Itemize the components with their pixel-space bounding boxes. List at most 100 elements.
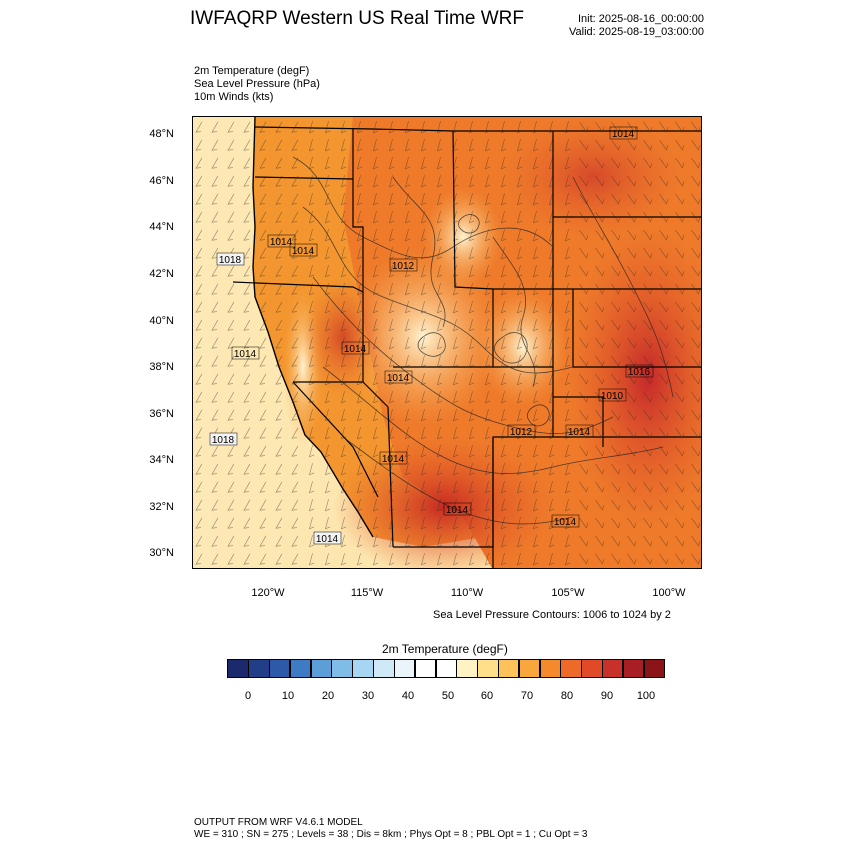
wind-barb <box>517 463 523 476</box>
wind-barb <box>501 481 507 494</box>
wind-barb <box>259 481 267 493</box>
wind-barb <box>275 301 283 313</box>
wind-barb <box>533 517 539 530</box>
colorbar-swatch <box>331 659 353 678</box>
wind-barb <box>357 229 363 242</box>
wind-barb <box>627 247 637 259</box>
svg-text:1012: 1012 <box>510 427 533 438</box>
wind-barb <box>501 535 507 548</box>
wind-barb <box>275 463 283 475</box>
wind-barb <box>195 301 203 313</box>
wind-barb <box>691 193 701 205</box>
wind-barb <box>501 247 507 260</box>
wind-barb <box>611 193 621 205</box>
wind-barb <box>517 427 523 440</box>
wind-barb <box>243 499 251 511</box>
wind-barb <box>211 247 219 259</box>
wind-barb <box>405 157 411 170</box>
wind-barb <box>675 481 685 493</box>
wind-barb <box>291 121 299 133</box>
wind-barb <box>357 427 363 440</box>
wind-barb <box>453 481 459 494</box>
wind-barb <box>373 481 379 494</box>
wind-barb <box>675 265 685 277</box>
wind-barb <box>611 427 621 439</box>
wind-barb <box>389 373 395 386</box>
wind-barb <box>373 553 379 566</box>
wind-barb <box>309 175 315 188</box>
wind-barb <box>579 427 589 439</box>
wind-barb <box>469 229 475 242</box>
wind-barb <box>643 265 653 277</box>
wind-barb <box>627 229 637 241</box>
wind-barb <box>259 355 267 367</box>
slp-label: 1012 <box>507 424 536 438</box>
wind-barb <box>357 535 363 548</box>
wind-barb <box>453 337 459 350</box>
wind-barb <box>341 355 347 368</box>
wind-barb <box>659 553 669 565</box>
wind-barb <box>341 121 347 134</box>
wind-barb <box>437 355 443 368</box>
wind-barb <box>501 553 507 566</box>
wind-barb <box>611 373 621 385</box>
slp-label: 1014 <box>289 243 318 257</box>
wind-barb <box>675 427 685 439</box>
wind-barb <box>691 229 701 241</box>
wind-barb <box>675 229 685 241</box>
svg-text:1014: 1014 <box>270 237 293 248</box>
wind-barb <box>565 445 571 458</box>
wind-barb <box>659 301 669 313</box>
wind-barb <box>533 193 539 206</box>
wind-barb <box>501 175 507 188</box>
wind-barb <box>501 355 507 368</box>
colorbar-swatch <box>227 659 249 678</box>
colorbar-tick: 10 <box>281 690 295 702</box>
wind-barb <box>659 139 669 151</box>
wind-barb <box>691 121 701 133</box>
wind-barb <box>341 265 347 278</box>
svg-text:1014: 1014 <box>234 349 257 360</box>
wind-barb <box>211 409 219 421</box>
wind-barb <box>675 355 685 367</box>
wind-barb <box>309 319 315 332</box>
wind-barb <box>195 265 203 277</box>
wind-barb <box>341 391 347 404</box>
wind-barb <box>565 355 571 368</box>
wind-barb <box>211 301 219 313</box>
wind-barb <box>309 193 315 206</box>
wind-barb <box>501 409 507 422</box>
wind-barb <box>675 535 685 547</box>
wind-barb <box>533 247 539 260</box>
wind-barb <box>675 157 685 169</box>
wind-barb <box>259 427 267 439</box>
wind-barb <box>309 463 315 476</box>
wind-barb <box>291 463 299 475</box>
wind-barb <box>579 193 589 205</box>
wind-barb <box>373 283 379 296</box>
wind-barb <box>595 265 605 277</box>
wind-barb <box>533 319 539 332</box>
wind-barb <box>275 283 283 295</box>
wind-barb <box>549 319 555 332</box>
wind-barb <box>549 373 555 386</box>
wind-barb <box>437 517 443 530</box>
wind-barb <box>643 283 653 295</box>
wind-barb <box>627 265 637 277</box>
colorbar-swatch <box>539 659 561 678</box>
wind-barb <box>611 139 621 151</box>
wind-barb <box>595 409 605 421</box>
wind-barb <box>325 175 331 188</box>
wind-barb <box>259 247 267 259</box>
wind-barb <box>227 391 235 403</box>
wind-barb <box>421 193 427 206</box>
wind-barb <box>691 175 701 187</box>
wind-barb <box>643 301 653 313</box>
wind-barb <box>675 391 685 403</box>
wind-barb <box>309 481 315 494</box>
wind-barb <box>501 265 507 278</box>
lon-tick: 120°W <box>251 587 285 599</box>
wind-barb <box>325 265 331 278</box>
wind-barb <box>659 499 669 511</box>
wind-barb <box>675 175 685 187</box>
